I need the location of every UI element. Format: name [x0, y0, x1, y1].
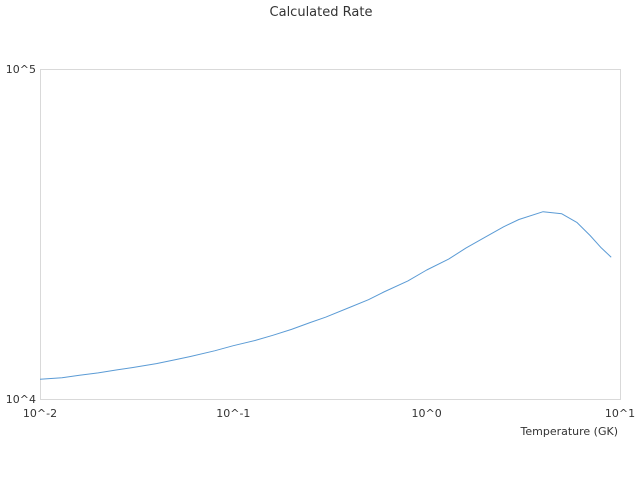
y-tick-label: 10^4 — [6, 393, 36, 406]
y-axis-ticks: 10^4 10^5 — [6, 63, 36, 406]
x-axis-label: Temperature (GK) — [520, 425, 619, 438]
x-tick-label: 10^-2 — [23, 407, 57, 420]
x-tick-label: 10^0 — [412, 407, 442, 420]
x-tick-label: 10^-1 — [216, 407, 250, 420]
x-tick-label: 10^1 — [605, 407, 635, 420]
y-tick-label: 10^5 — [6, 63, 36, 76]
chart-title: Calculated Rate — [270, 5, 373, 20]
plot-area — [40, 69, 621, 400]
x-axis-ticks: 10^-2 10^-1 10^0 10^1 — [23, 407, 635, 420]
series-layer — [39, 211, 612, 380]
series-line — [39, 211, 612, 380]
